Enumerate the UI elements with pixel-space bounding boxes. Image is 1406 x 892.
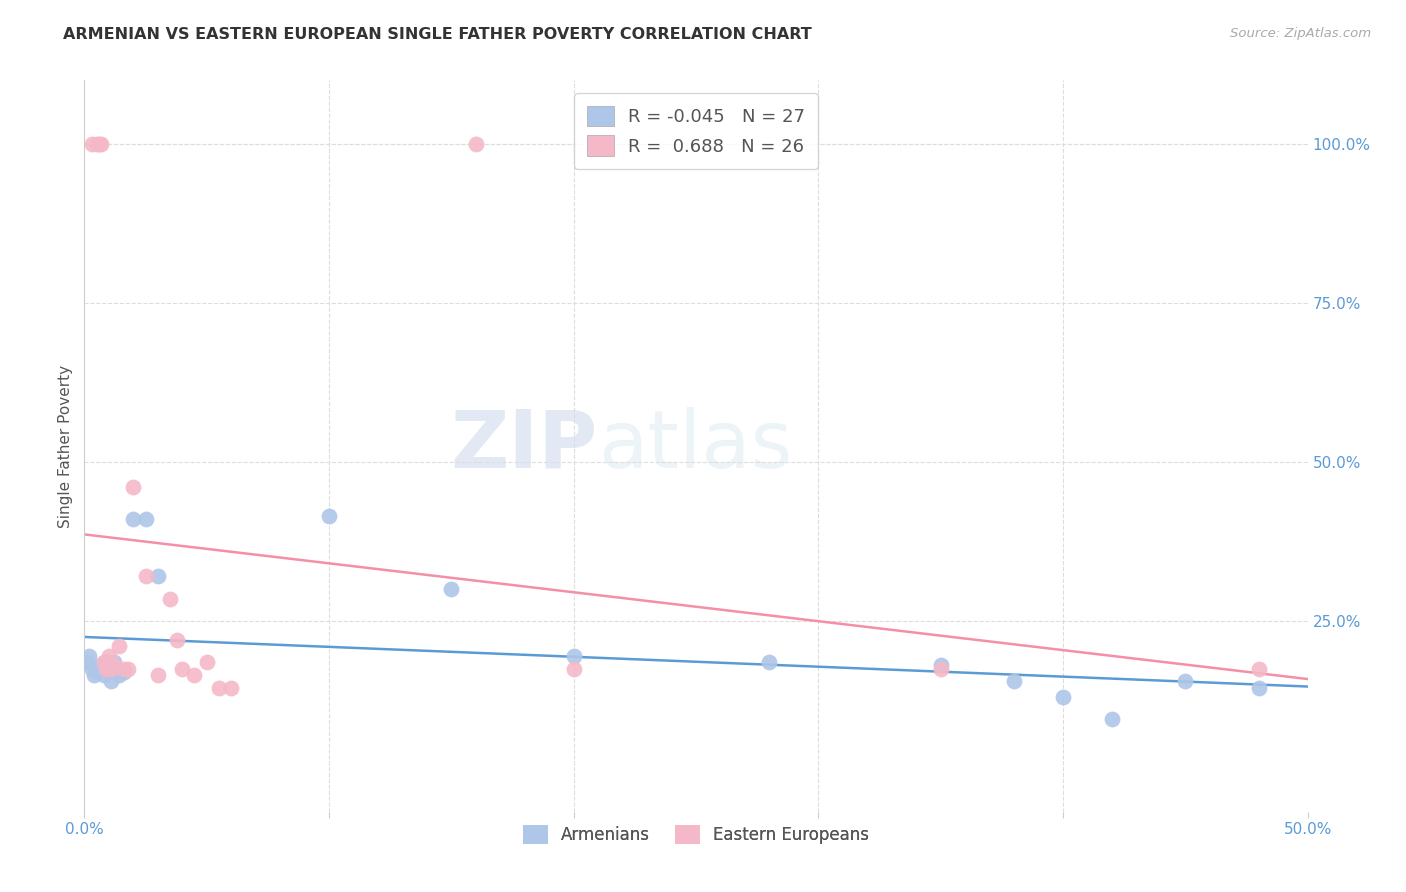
- Point: [86, 136, 108, 151]
- Point: [112, 662, 135, 676]
- Point: [86, 665, 108, 679]
- Point: [1247, 681, 1270, 695]
- Point: [1101, 713, 1123, 727]
- Point: [76, 655, 98, 669]
- Point: [318, 508, 340, 523]
- Point: [107, 668, 129, 682]
- Point: [183, 668, 205, 682]
- Point: [87, 136, 110, 151]
- Point: [87, 662, 110, 676]
- Point: [122, 512, 145, 526]
- Point: [112, 665, 135, 679]
- Point: [1002, 674, 1025, 689]
- Point: [93, 668, 115, 682]
- Point: [1052, 690, 1074, 705]
- Point: [562, 662, 585, 676]
- Point: [1174, 674, 1197, 689]
- Point: [146, 668, 169, 682]
- Point: [440, 582, 463, 596]
- Point: [562, 648, 585, 663]
- Point: [219, 681, 242, 695]
- Point: [166, 632, 188, 647]
- Text: ZIP: ZIP: [451, 407, 598, 485]
- Point: [464, 136, 486, 151]
- Point: [77, 648, 100, 663]
- Legend: Armenians, Eastern Europeans: Armenians, Eastern Europeans: [516, 818, 876, 851]
- Text: atlas: atlas: [598, 407, 793, 485]
- Text: ARMENIAN VS EASTERN EUROPEAN SINGLE FATHER POVERTY CORRELATION CHART: ARMENIAN VS EASTERN EUROPEAN SINGLE FATH…: [63, 27, 813, 42]
- Point: [758, 655, 780, 669]
- Point: [122, 480, 145, 494]
- Point: [80, 136, 103, 151]
- Point: [172, 662, 194, 676]
- Point: [93, 655, 115, 669]
- Point: [100, 674, 122, 689]
- Point: [83, 668, 105, 682]
- Point: [208, 681, 231, 695]
- Point: [103, 658, 125, 673]
- Point: [135, 569, 157, 583]
- Point: [80, 662, 103, 676]
- Point: [103, 655, 125, 669]
- Point: [90, 658, 112, 673]
- Y-axis label: Single Father Poverty: Single Father Poverty: [58, 365, 73, 527]
- Point: [97, 648, 120, 663]
- Point: [96, 662, 118, 676]
- Point: [107, 640, 129, 654]
- Point: [146, 569, 169, 583]
- Point: [1247, 662, 1270, 676]
- Point: [97, 662, 120, 676]
- Point: [929, 658, 952, 673]
- Point: [135, 512, 157, 526]
- Point: [117, 662, 139, 676]
- Point: [159, 591, 181, 606]
- Point: [100, 662, 122, 676]
- Point: [195, 655, 218, 669]
- Point: [90, 136, 112, 151]
- Text: Source: ZipAtlas.com: Source: ZipAtlas.com: [1230, 27, 1371, 40]
- Point: [96, 655, 118, 669]
- Point: [929, 662, 952, 676]
